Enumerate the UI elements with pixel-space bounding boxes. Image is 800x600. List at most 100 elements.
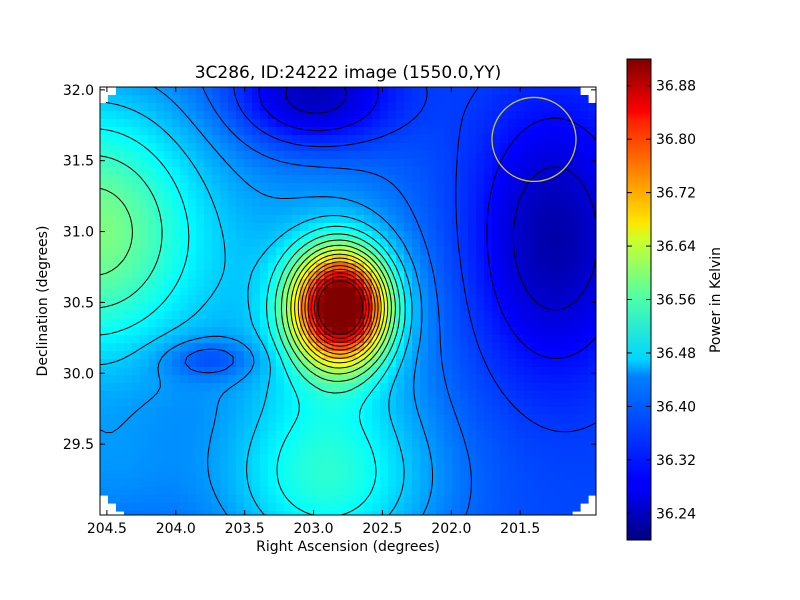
- heatmap-cell: [260, 247, 269, 256]
- heatmap-cell: [412, 471, 421, 480]
- heatmap-cell: [444, 263, 453, 272]
- heatmap-cell: [260, 367, 269, 376]
- heatmap-cell: [284, 175, 293, 184]
- heatmap-cell: [300, 119, 309, 128]
- heatmap-cell: [436, 407, 445, 416]
- heatmap-cell: [244, 279, 253, 288]
- heatmap-cell: [364, 247, 373, 256]
- heatmap-cell: [396, 431, 405, 440]
- heatmap-cell: [372, 343, 381, 352]
- heatmap-cell: [196, 247, 205, 256]
- heatmap-cell: [428, 303, 437, 312]
- heatmap-cell: [212, 231, 221, 240]
- heatmap-cell: [348, 391, 357, 400]
- heatmap-cell: [300, 343, 309, 352]
- heatmap-cell: [404, 303, 413, 312]
- heatmap-cell: [284, 455, 293, 464]
- heatmap-cell: [140, 263, 149, 272]
- heatmap-cell: [580, 255, 589, 264]
- heatmap-cell: [428, 223, 437, 232]
- heatmap-cell: [236, 479, 245, 488]
- heatmap-cell: [436, 215, 445, 224]
- heatmap-cell: [396, 359, 405, 368]
- heatmap-cell: [196, 455, 205, 464]
- heatmap-cell: [244, 399, 253, 408]
- heatmap-cell: [324, 183, 333, 192]
- heatmap-cell: [100, 127, 109, 136]
- heatmap-cell: [124, 231, 133, 240]
- heatmap-cell: [412, 191, 421, 200]
- heatmap-cell: [436, 279, 445, 288]
- heatmap-cell: [308, 135, 317, 144]
- contour-line: [294, 253, 385, 364]
- heatmap-cell: [404, 191, 413, 200]
- heatmap-cell: [148, 303, 157, 312]
- heatmap-cell: [436, 295, 445, 304]
- heatmap-cell: [292, 231, 301, 240]
- heatmap-cell: [260, 511, 269, 515]
- heatmap-cell: [172, 463, 181, 472]
- heatmap-cell: [364, 159, 373, 168]
- heatmap-cell: [220, 303, 229, 312]
- heatmap-cell: [356, 399, 365, 408]
- heatmap-cell: [500, 303, 509, 312]
- heatmap-cell: [524, 463, 533, 472]
- heatmap-cell: [420, 247, 429, 256]
- heatmap-cell: [588, 175, 596, 184]
- heatmap-cell: [212, 103, 221, 112]
- heatmap-cell: [180, 303, 189, 312]
- heatmap-cell: [252, 511, 261, 515]
- heatmap-cell: [348, 407, 357, 416]
- heatmap-cell: [348, 319, 357, 328]
- heatmap-cell: [204, 135, 213, 144]
- heatmap-cell: [260, 311, 269, 320]
- heatmap-cell: [108, 239, 117, 248]
- heatmap-cell: [332, 319, 341, 328]
- heatmap-cell: [252, 263, 261, 272]
- heatmap-cell: [452, 279, 461, 288]
- heatmap-cell: [180, 255, 189, 264]
- heatmap-cell: [396, 279, 405, 288]
- heatmap-cell: [404, 383, 413, 392]
- heatmap-cell: [276, 223, 285, 232]
- heatmap-cell: [516, 247, 525, 256]
- heatmap-cell: [100, 135, 109, 144]
- heatmap-cell: [332, 119, 341, 128]
- heatmap-cell: [324, 231, 333, 240]
- heatmap-cell: [580, 151, 589, 160]
- heatmap-cell: [308, 447, 317, 456]
- heatmap-cell: [500, 167, 509, 176]
- heatmap-cell: [556, 95, 565, 104]
- heatmap-cell: [524, 335, 533, 344]
- heatmap-cell: [444, 87, 453, 96]
- heatmap-cell: [276, 263, 285, 272]
- heatmap-cell: [428, 335, 437, 344]
- heatmap-cell: [316, 191, 325, 200]
- heatmap-cell: [316, 143, 325, 152]
- heatmap-cell: [220, 247, 229, 256]
- heatmap-cell: [364, 119, 373, 128]
- heatmap-cell: [428, 215, 437, 224]
- heatmap-cell: [436, 95, 445, 104]
- heatmap-cell: [220, 399, 229, 408]
- heatmap-cell: [180, 471, 189, 480]
- heatmap-cell: [220, 351, 229, 360]
- heatmap-cell: [188, 287, 197, 296]
- heatmap-cell: [116, 391, 125, 400]
- heatmap-cell: [364, 207, 373, 216]
- heatmap-cell: [332, 231, 341, 240]
- heatmap-cell: [452, 311, 461, 320]
- heatmap-cell: [588, 375, 596, 384]
- heatmap-cell: [460, 423, 469, 432]
- heatmap-cell: [540, 95, 549, 104]
- heatmap-cell: [284, 151, 293, 160]
- heatmap-cell: [212, 399, 221, 408]
- heatmap-cell: [260, 479, 269, 488]
- heatmap-cell: [420, 423, 429, 432]
- heatmap-cell: [548, 183, 557, 192]
- heatmap-cell: [284, 199, 293, 208]
- heatmap-cell: [444, 439, 453, 448]
- heatmap-cell: [380, 415, 389, 424]
- heatmap-cell: [484, 431, 493, 440]
- heatmap-cell: [132, 239, 141, 248]
